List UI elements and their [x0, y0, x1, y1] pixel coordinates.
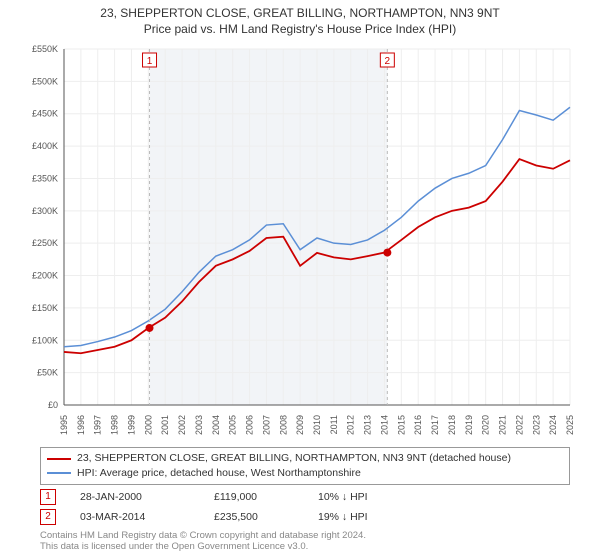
transaction-badge: 1 — [40, 489, 56, 505]
transaction-price: £235,500 — [214, 511, 294, 523]
svg-text:2009: 2009 — [295, 415, 305, 435]
svg-text:£100K: £100K — [32, 335, 58, 345]
svg-text:2007: 2007 — [261, 415, 271, 435]
svg-text:2016: 2016 — [413, 415, 423, 435]
svg-text:2024: 2024 — [548, 415, 558, 435]
svg-text:1: 1 — [147, 56, 153, 67]
legend-label: 23, SHEPPERTON CLOSE, GREAT BILLING, NOR… — [77, 451, 511, 466]
transaction-date: 03-MAR-2014 — [80, 511, 190, 523]
svg-text:2025: 2025 — [565, 415, 575, 435]
transaction-diff: 10% ↓ HPI — [318, 491, 408, 503]
title-line2: Price paid vs. HM Land Registry's House … — [0, 22, 600, 38]
transaction-row: 2 03-MAR-2014 £235,500 19% ↓ HPI — [40, 507, 570, 527]
transaction-price: £119,000 — [214, 491, 294, 503]
svg-text:2003: 2003 — [194, 415, 204, 435]
svg-text:2006: 2006 — [245, 415, 255, 435]
svg-text:2012: 2012 — [346, 415, 356, 435]
svg-text:2008: 2008 — [278, 415, 288, 435]
svg-text:2019: 2019 — [464, 415, 474, 435]
svg-text:2023: 2023 — [531, 415, 541, 435]
title-line1: 23, SHEPPERTON CLOSE, GREAT BILLING, NOR… — [0, 6, 600, 22]
svg-text:1996: 1996 — [76, 415, 86, 435]
svg-text:2022: 2022 — [514, 415, 524, 435]
svg-text:2004: 2004 — [211, 415, 221, 435]
svg-text:2014: 2014 — [379, 415, 389, 435]
svg-text:2010: 2010 — [312, 415, 322, 435]
svg-text:£450K: £450K — [32, 109, 58, 119]
svg-text:2021: 2021 — [498, 415, 508, 435]
svg-text:2020: 2020 — [481, 415, 491, 435]
footnote: Contains HM Land Registry data © Crown c… — [40, 530, 570, 553]
svg-text:£150K: £150K — [32, 303, 58, 313]
svg-text:£350K: £350K — [32, 174, 58, 184]
svg-text:2000: 2000 — [143, 415, 153, 435]
svg-text:1999: 1999 — [126, 415, 136, 435]
svg-text:2013: 2013 — [363, 415, 373, 435]
svg-text:2015: 2015 — [396, 415, 406, 435]
legend: 23, SHEPPERTON CLOSE, GREAT BILLING, NOR… — [40, 447, 570, 484]
legend-label: HPI: Average price, detached house, West… — [77, 466, 361, 481]
svg-text:2: 2 — [385, 56, 391, 67]
legend-swatch — [47, 472, 71, 474]
footnote-line: This data is licensed under the Open Gov… — [40, 541, 570, 552]
transaction-row: 1 28-JAN-2000 £119,000 10% ↓ HPI — [40, 487, 570, 507]
transaction-diff: 19% ↓ HPI — [318, 511, 408, 523]
price-chart: £0 £50K £100K £150K £200K £250K £300K £350K £400… — [20, 41, 580, 441]
svg-text:£0: £0 — [48, 400, 58, 410]
transaction-table: 1 28-JAN-2000 £119,000 10% ↓ HPI 2 03-MA… — [40, 487, 570, 527]
legend-row: 23, SHEPPERTON CLOSE, GREAT BILLING, NOR… — [47, 451, 563, 466]
svg-text:£500K: £500K — [32, 77, 58, 87]
svg-text:2005: 2005 — [228, 415, 238, 435]
svg-text:£50K: £50K — [37, 368, 58, 378]
svg-text:1995: 1995 — [59, 415, 69, 435]
svg-text:2011: 2011 — [329, 415, 339, 434]
footnote-line: Contains HM Land Registry data © Crown c… — [40, 530, 570, 541]
svg-text:£300K: £300K — [32, 206, 58, 216]
svg-text:£250K: £250K — [32, 238, 58, 248]
svg-text:2018: 2018 — [447, 415, 457, 435]
svg-text:2017: 2017 — [430, 415, 440, 435]
legend-row: HPI: Average price, detached house, West… — [47, 466, 563, 481]
svg-text:2001: 2001 — [160, 415, 170, 435]
legend-swatch — [47, 458, 71, 460]
svg-text:1997: 1997 — [93, 415, 103, 435]
svg-text:1998: 1998 — [110, 415, 120, 435]
svg-text:£400K: £400K — [32, 141, 58, 151]
svg-text:£200K: £200K — [32, 271, 58, 281]
svg-text:£550K: £550K — [32, 44, 58, 54]
svg-text:2002: 2002 — [177, 415, 187, 435]
transaction-date: 28-JAN-2000 — [80, 491, 190, 503]
transaction-badge: 2 — [40, 509, 56, 525]
